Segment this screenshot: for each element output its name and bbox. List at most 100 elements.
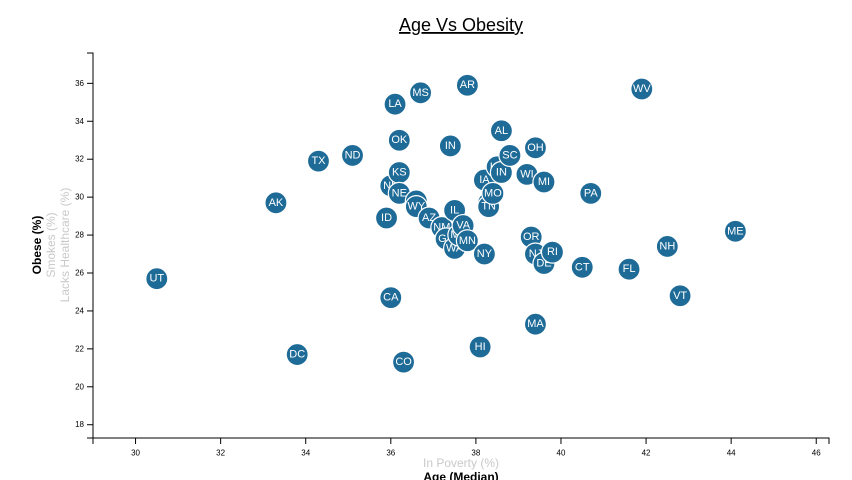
y-tick-label: 26 <box>75 269 84 278</box>
data-point-circle[interactable] <box>579 181 603 205</box>
x-tick-label: 40 <box>557 449 566 458</box>
data-point-circle[interactable] <box>668 284 692 308</box>
state-point-co[interactable]: CO <box>391 350 416 374</box>
state-point-la[interactable]: LA <box>383 92 407 116</box>
data-point-circle[interactable] <box>617 257 641 281</box>
data-point-circle[interactable] <box>408 81 433 105</box>
data-point-circle[interactable] <box>570 255 594 279</box>
chart-title: Age Vs Obesity <box>399 15 523 35</box>
data-point-circle[interactable] <box>383 92 407 116</box>
y-axis-label-2[interactable]: Lacks Healthcare (%) <box>58 188 72 303</box>
data-point-label: IA <box>479 174 490 186</box>
data-point-label: ME <box>727 225 744 237</box>
state-point-me[interactable]: ME <box>723 219 748 243</box>
data-point-circle[interactable] <box>532 170 556 194</box>
data-point-label: MI <box>538 176 550 188</box>
state-point-ar[interactable]: AR <box>455 73 479 97</box>
x-axis-label-1[interactable]: Age (Median) <box>423 470 498 480</box>
data-point-circle[interactable] <box>387 128 411 152</box>
state-point-pa[interactable]: PA <box>579 181 603 205</box>
data-point-label: VA <box>456 220 471 232</box>
state-point-fl[interactable]: FL <box>617 257 641 281</box>
data-point-label: IN <box>445 140 456 152</box>
state-point-ma[interactable]: MA <box>523 312 548 336</box>
state-point-ri[interactable]: RI <box>540 240 565 264</box>
data-point-circle[interactable] <box>481 181 505 205</box>
data-point-circle[interactable] <box>489 119 514 143</box>
data-point-circle[interactable] <box>523 136 548 160</box>
data-point-circle[interactable] <box>285 342 309 367</box>
axes: 30 32 34 36 38 40 42 44 46 18 20 22 24 26 28 30 32 34 36 <box>75 52 830 458</box>
state-point-mi[interactable]: MI <box>532 170 556 194</box>
data-point-circle[interactable] <box>379 286 403 310</box>
data-point-circle[interactable] <box>306 149 331 173</box>
y-tick-label: 18 <box>75 420 84 429</box>
data-point-circle[interactable] <box>723 219 748 243</box>
data-point-circle[interactable] <box>472 242 496 266</box>
state-point-tx[interactable]: TX <box>306 149 331 173</box>
state-point-nh[interactable]: NH <box>655 234 679 259</box>
data-point-label: LA <box>388 98 402 110</box>
state-point-wi[interactable]: WI <box>515 162 539 186</box>
y-axis-label-1[interactable]: Smokes (%) <box>44 212 58 277</box>
state-point-dc[interactable]: DC <box>285 342 309 367</box>
data-point-circle[interactable] <box>523 312 548 336</box>
data-point-label: CO <box>395 356 412 368</box>
state-point-mo[interactable]: MO <box>481 181 505 205</box>
state-point-ut[interactable]: UT <box>145 267 169 291</box>
data-point-circle[interactable] <box>374 206 399 230</box>
data-point-circle[interactable] <box>391 350 416 374</box>
y-tick-label: 30 <box>75 193 84 202</box>
state-point-sc[interactable]: SC <box>498 143 522 168</box>
data-point-circle[interactable] <box>455 73 479 97</box>
data-point-label: IN <box>496 166 507 178</box>
data-point-label: OH <box>527 142 544 154</box>
state-point-ak[interactable]: AK <box>264 191 288 215</box>
data-point-circle[interactable] <box>145 267 169 291</box>
x-axis-label-0[interactable]: In Poverty (%) <box>423 456 499 470</box>
data-point-label: CA <box>383 292 399 304</box>
state-point-ms[interactable]: MS <box>408 81 433 105</box>
y-tick-label: 32 <box>75 155 84 164</box>
data-point-label: UT <box>149 273 164 285</box>
state-point-ca[interactable]: CA <box>379 286 403 310</box>
state-point-ct[interactable]: CT <box>570 255 594 279</box>
data-point-label: MA <box>527 318 544 330</box>
data-point-circle[interactable] <box>540 240 565 264</box>
state-point-al[interactable]: AL <box>489 119 514 143</box>
data-point-label: NE <box>392 187 407 199</box>
state-point-oh[interactable]: OH <box>523 136 548 160</box>
state-point-wy[interactable]: WY <box>404 195 428 219</box>
data-point-circle[interactable] <box>455 229 479 253</box>
state-point-ny[interactable]: NY <box>472 242 496 266</box>
y-tick-label: 20 <box>75 382 84 391</box>
data-point-label: MO <box>484 187 502 199</box>
data-point-circle[interactable] <box>468 335 492 359</box>
y-axis-line <box>87 52 94 439</box>
state-point-in[interactable]: IN <box>438 134 462 158</box>
y-tick-label: 22 <box>75 344 84 353</box>
data-point-circle[interactable] <box>498 143 522 168</box>
state-point-nd[interactable]: ND <box>340 143 365 168</box>
state-point-ks[interactable]: KS <box>387 160 411 185</box>
state-point-vt[interactable]: VT <box>668 284 692 308</box>
data-point-circle[interactable] <box>655 234 679 259</box>
state-point-id[interactable]: ID <box>374 206 399 230</box>
state-point-mn[interactable]: MN <box>455 229 479 253</box>
data-point-label: WV <box>633 83 651 95</box>
data-points: UTAKDCTXNDIDCANELAOKKSNECOSDWYMSAZNMGAIN… <box>145 73 748 374</box>
data-point-label: ND <box>345 149 361 161</box>
data-point-circle[interactable] <box>630 77 654 101</box>
state-point-or[interactable]: OR <box>519 225 543 249</box>
state-point-wv[interactable]: WV <box>630 77 654 101</box>
y-axis-label-0[interactable]: Obese (%) <box>30 216 44 275</box>
data-point-label: SC <box>502 149 517 161</box>
data-point-circle[interactable] <box>264 191 288 215</box>
data-point-circle[interactable] <box>438 134 462 158</box>
state-point-hi[interactable]: HI <box>468 335 492 359</box>
data-point-circle[interactable] <box>340 143 365 168</box>
data-point-label: OK <box>391 134 408 146</box>
state-point-ok[interactable]: OK <box>387 128 411 152</box>
data-point-label: AK <box>269 197 284 209</box>
